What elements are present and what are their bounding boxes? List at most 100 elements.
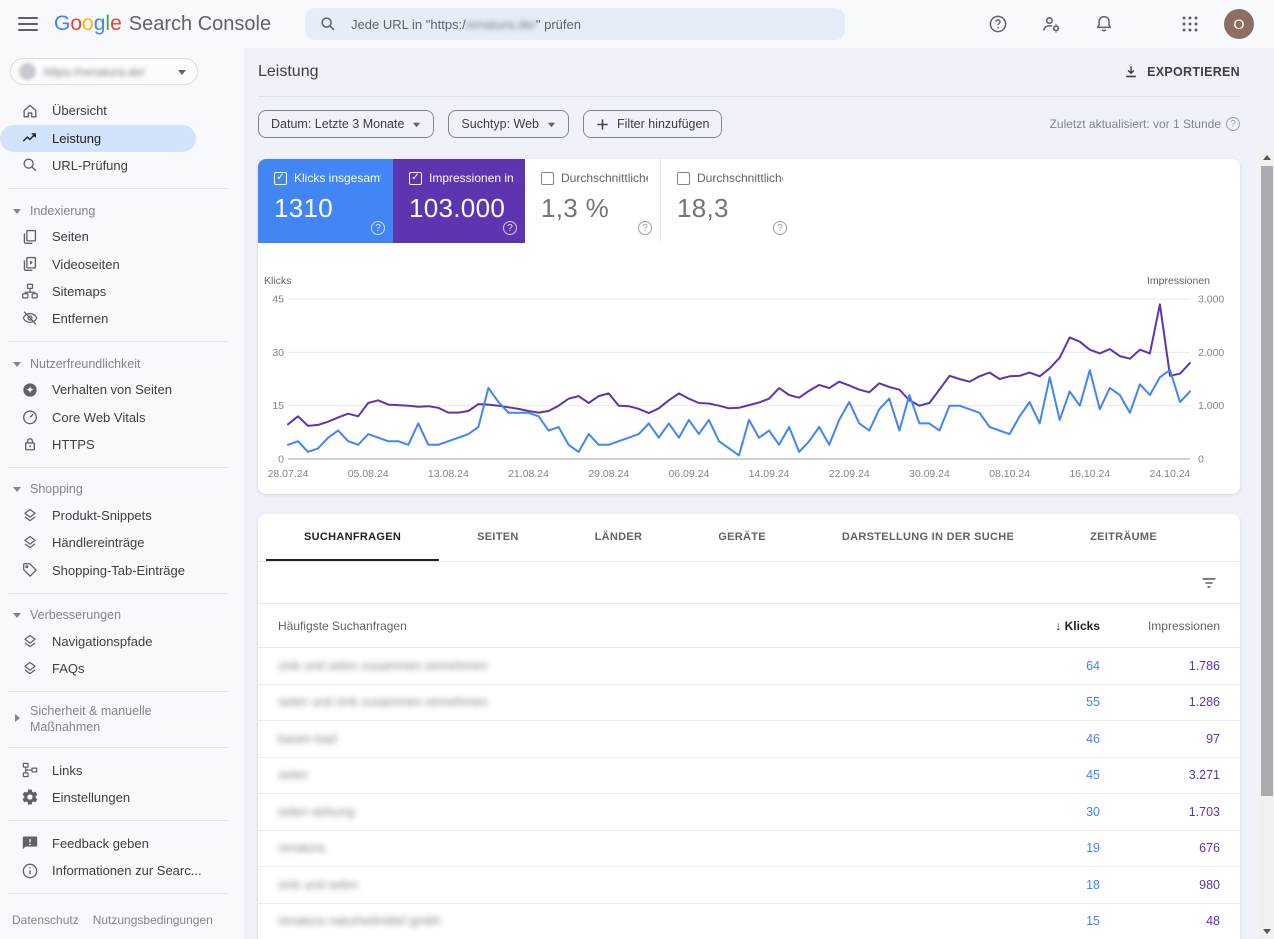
sidebar-section-verbesserungen[interactable]: Verbesserungen <box>0 603 244 628</box>
tab-seiten[interactable]: SEITEN <box>439 514 557 561</box>
sidebar-item-core-web-vitals[interactable]: Core Web Vitals <box>0 403 196 430</box>
searchtype-filter-chip[interactable]: Suchtyp: Web <box>448 110 569 138</box>
sidebar-section-shopping[interactable]: Shopping <box>0 477 244 502</box>
scroll-up-arrow[interactable] <box>1260 150 1274 165</box>
sidebar-section-indexierung[interactable]: Indexierung <box>0 198 244 223</box>
help-circle-icon[interactable]: ? <box>1226 117 1240 131</box>
manage-users-button[interactable] <box>1032 5 1070 43</box>
sidebar-item-url-pruefung[interactable]: URL-Prüfung <box>0 152 196 179</box>
add-filter-chip[interactable]: Filter hinzufügen <box>583 110 723 138</box>
sidebar-item-sitemaps[interactable]: Sitemaps <box>0 278 196 305</box>
metric-card-position[interactable]: Durchschnittliche... 18,3 ? <box>660 159 795 243</box>
impressions-column-header[interactable]: Impressionen <box>1147 618 1220 633</box>
table-row[interactable]: selen und zink zusammen einnehmen 55 1.286 <box>258 685 1240 721</box>
svg-text:Impressionen: Impressionen <box>1147 275 1210 287</box>
metric-card-ctr[interactable]: Durchschnittliche... 1,3 % ? <box>525 159 660 243</box>
hamburger-menu-icon[interactable] <box>18 17 38 31</box>
sidebar-item-label: Händlereinträge <box>52 535 145 551</box>
sidebar-item-leistung[interactable]: Leistung <box>0 124 196 152</box>
table-row[interactable]: zink und selen zusammen einnehmen 64 1.786 <box>258 648 1240 685</box>
tab-suchanfragen[interactable]: SUCHANFRAGEN <box>266 514 440 561</box>
logo-letter: G <box>54 12 71 35</box>
impressions-cell: 980 <box>1199 877 1220 892</box>
tab-darstellung[interactable]: DARSTELLUNG IN DER SUCHE <box>804 514 1052 561</box>
export-button[interactable]: EXPORTIEREN <box>1123 64 1240 80</box>
url-inspection-search-input[interactable]: Jede URL in "https:/renatura.de/" prüfen <box>305 8 846 40</box>
sidebar-item-videoseiten[interactable]: Videoseiten <box>0 250 196 277</box>
caret-down-icon <box>13 361 21 367</box>
sidebar-item-navigationspfade[interactable]: Navigationspfade <box>0 628 196 655</box>
home-icon <box>20 101 40 121</box>
dimension-tabs: SUCHANFRAGEN SEITEN LÄNDER GERÄTE DARSTE… <box>258 514 1240 562</box>
checkbox-checked-icon[interactable]: ✓ <box>274 171 287 185</box>
help-circle-icon[interactable]: ? <box>371 221 385 235</box>
impressions-cell: 676 <box>1199 841 1220 856</box>
metric-value: 18,3 <box>677 193 729 223</box>
help-button[interactable] <box>979 5 1017 43</box>
logo-letter: o <box>82 12 94 35</box>
help-circle-icon[interactable]: ? <box>638 221 652 235</box>
metric-card-clicks[interactable]: ✓ Klicks insgesamt 1310 ? <box>258 159 393 243</box>
scroll-down-arrow[interactable] <box>1260 924 1274 939</box>
sidebar-item-links[interactable]: Links <box>0 757 196 784</box>
sidebar-section-label: Nutzerfreundlichkeit <box>30 356 141 371</box>
sidebar-item-produkt-snippets[interactable]: Produkt-Snippets <box>0 502 196 529</box>
table-row[interactable]: selen wirkung 30 1.703 <box>258 794 1240 831</box>
sidebar-item-uebersicht[interactable]: Übersicht <box>0 97 196 124</box>
table-row[interactable]: basen bad 46 97 <box>258 721 1240 758</box>
help-circle-icon[interactable]: ? <box>503 221 517 235</box>
sidebar-section-nutzerfreundlichkeit[interactable]: Nutzerfreundlichkeit <box>0 351 244 376</box>
sidebar-item-https[interactable]: HTTPS <box>0 431 196 458</box>
checkbox-unchecked-icon[interactable] <box>677 171 690 185</box>
svg-text:08.10.24: 08.10.24 <box>989 468 1030 480</box>
terms-link[interactable]: Nutzungsbedingungen <box>92 913 213 928</box>
table-row[interactable]: zink und selen 18 980 <box>258 867 1240 904</box>
property-selector[interactable]: https://renatura.de/ <box>10 58 198 86</box>
query-cell: basen bad <box>278 731 337 746</box>
sidebar-item-seiten[interactable]: Seiten <box>0 223 196 250</box>
page-experience-icon <box>20 380 40 400</box>
impressions-cell: 1.286 <box>1188 695 1220 710</box>
impressions-cell: 97 <box>1206 731 1220 746</box>
sidebar-item-shopping-tab-eintraege[interactable]: Shopping-Tab-Einträge <box>0 556 196 583</box>
property-domain: https://renatura.de/ <box>44 64 145 79</box>
clicks-cell: 18 <box>1086 877 1100 892</box>
help-circle-icon[interactable]: ? <box>773 221 787 235</box>
privacy-link[interactable]: Datenschutz <box>12 913 79 928</box>
sidebar-item-label: Entfernen <box>52 310 109 326</box>
clicks-column-header[interactable]: ↓ Klicks <box>990 619 1100 633</box>
checkbox-checked-icon[interactable]: ✓ <box>409 171 422 185</box>
table-row[interactable]: renatura 19 676 <box>258 831 1240 867</box>
tab-geraete[interactable]: GERÄTE <box>680 514 804 561</box>
filter-list-icon[interactable] <box>1200 574 1218 592</box>
plus-icon <box>597 118 608 130</box>
tab-laender[interactable]: LÄNDER <box>557 514 681 561</box>
eye-off-icon <box>20 308 40 328</box>
table-row[interactable]: renatura naturheilmittel gmbh 15 48 <box>258 904 1240 939</box>
sidebar-item-haendlereintraege[interactable]: Händlereinträge <box>0 529 196 556</box>
account-avatar[interactable]: O <box>1224 9 1254 39</box>
sidebar-item-faqs[interactable]: FAQs <box>0 655 196 682</box>
sidebar-item-entfernen[interactable]: Entfernen <box>0 305 196 332</box>
scrollbar[interactable] <box>1260 150 1274 939</box>
sidebar-item-label: Core Web Vitals <box>52 409 146 425</box>
sidebar-item-verhalten-von-seiten[interactable]: Verhalten von Seiten <box>0 376 196 403</box>
divider <box>8 746 228 748</box>
metric-card-impressions[interactable]: ✓ Impressionen ins... 103.000 ? <box>393 159 525 243</box>
tab-zeitraeume[interactable]: ZEITRÄUME <box>1052 514 1195 561</box>
checkbox-unchecked-icon[interactable] <box>541 171 554 185</box>
scrollbar-thumb[interactable] <box>1261 166 1273 796</box>
sidebar-item-feedback[interactable]: Feedback geben <box>0 830 196 857</box>
google-apps-button[interactable] <box>1171 5 1209 43</box>
sidebar-item-einstellungen[interactable]: Einstellungen <box>0 784 196 811</box>
sidebar-section-sicherheit[interactable]: Sicherheit & manuelle Maßnahmen <box>0 701 244 737</box>
query-column-header[interactable]: Häufigste Suchanfragen <box>278 618 407 633</box>
product-name: Search Console <box>128 13 272 35</box>
sidebar-item-informationen[interactable]: Informationen zur Searc... <box>0 857 202 884</box>
notifications-button[interactable] <box>1085 5 1123 43</box>
table-row[interactable]: selen 45 3.271 <box>258 758 1240 794</box>
caret-down-icon <box>13 613 21 619</box>
date-filter-chip[interactable]: Datum: Letzte 3 Monate <box>258 110 435 138</box>
